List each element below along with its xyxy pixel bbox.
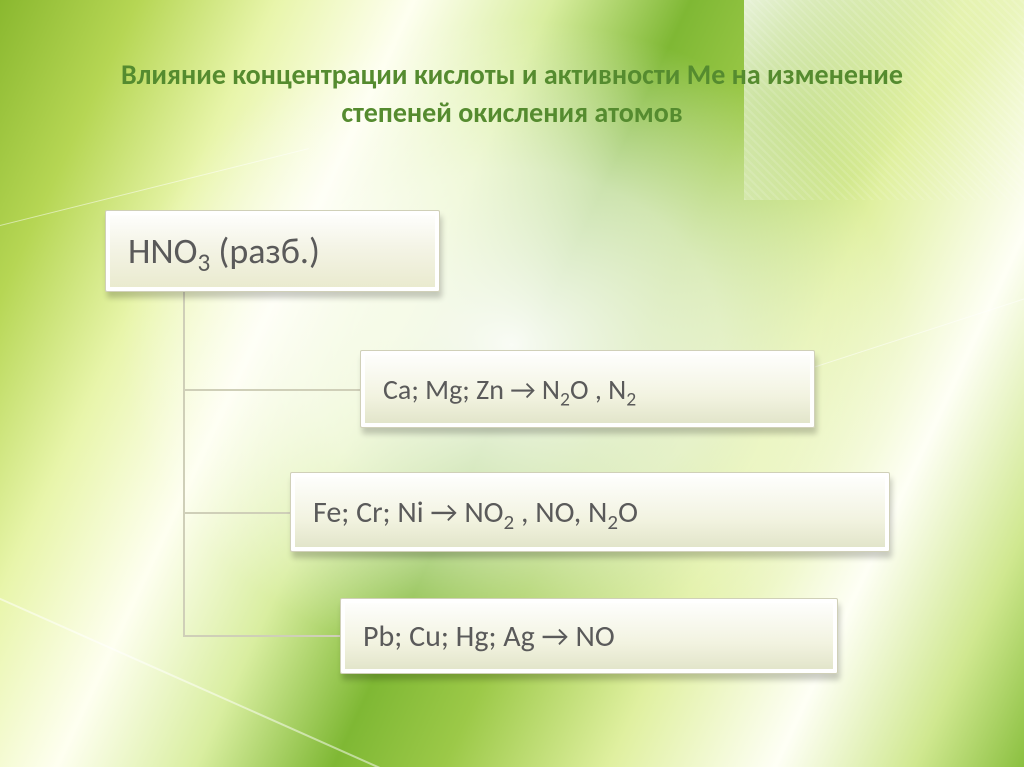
child-node-3: Pb; Cu; Hg; Ag → NO bbox=[340, 598, 838, 674]
root-node-label: HNO3 (разб.) bbox=[128, 229, 417, 273]
root-node: HNO3 (разб.) bbox=[105, 210, 440, 292]
connector-branch-1 bbox=[183, 389, 360, 391]
child-node-1: Ca; Mg; Zn → N2O , N2 bbox=[360, 350, 815, 428]
slide-title: Влияние концентрации кислоты и активност… bbox=[80, 56, 944, 132]
child-node-2-label: Fe; Cr; Ni → NO2 , NO, N2O bbox=[313, 494, 867, 531]
hierarchy-diagram: HNO3 (разб.) Ca; Mg; Zn → N2O , N2 Fe; C… bbox=[105, 210, 925, 690]
child-node-2: Fe; Cr; Ni → NO2 , NO, N2O bbox=[290, 472, 890, 552]
child-node-1-label: Ca; Mg; Zn → N2O , N2 bbox=[383, 372, 792, 407]
connector-branch-3 bbox=[183, 635, 340, 637]
slide: Влияние концентрации кислоты и активност… bbox=[0, 0, 1024, 767]
connector-branch-2 bbox=[183, 512, 290, 514]
connector-trunk bbox=[183, 292, 185, 636]
child-node-3-label: Pb; Cu; Hg; Ag → NO bbox=[363, 618, 815, 655]
